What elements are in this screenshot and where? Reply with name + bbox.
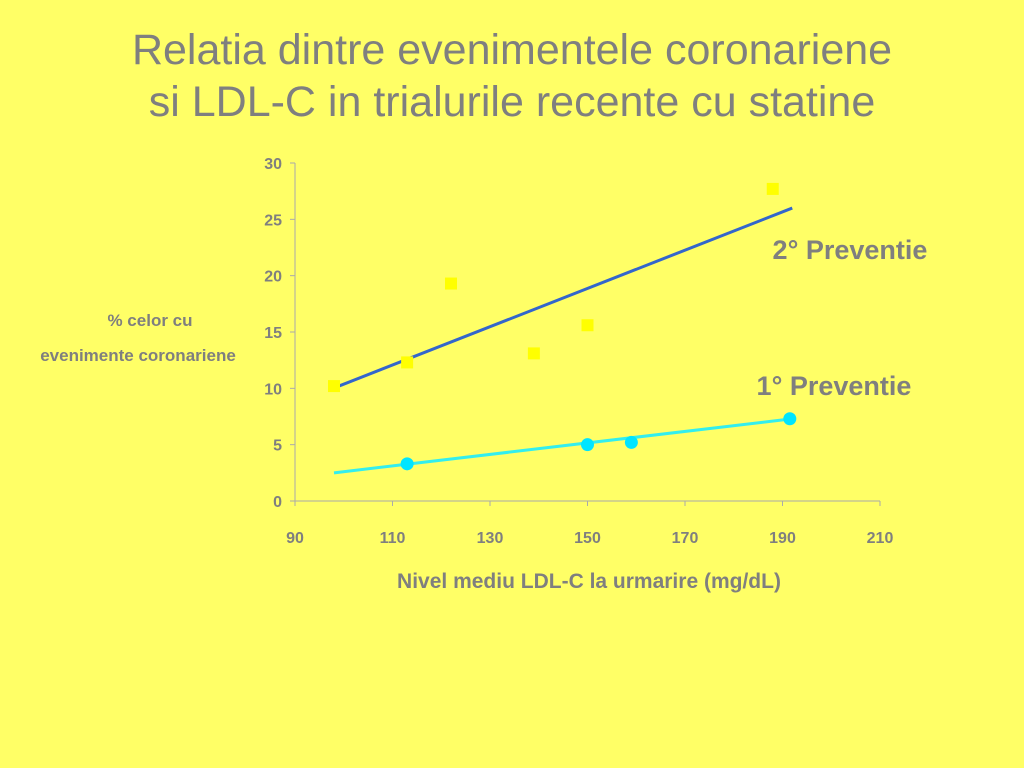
point-primary xyxy=(400,457,414,471)
x-tick-label: 170 xyxy=(672,530,699,547)
y-tick-label: 20 xyxy=(264,269,282,286)
x-tick-label: 210 xyxy=(867,530,894,547)
y-tick-label: 25 xyxy=(264,212,282,229)
point-secondary xyxy=(328,380,340,393)
slide-title: Relatia dintre evenimentele coronariene … xyxy=(0,24,1024,128)
y-tick-label: 5 xyxy=(273,438,282,455)
x-tick-label: 190 xyxy=(769,530,796,547)
title-line-2: si LDL-C in trialurile recente cu statin… xyxy=(148,78,876,126)
point-primary xyxy=(581,438,594,452)
point-secondary xyxy=(766,182,779,195)
title-line-1: Relatia dintre evenimentele coronariene xyxy=(131,26,893,74)
point-secondary xyxy=(401,356,414,369)
series-label-secondary: 2° Preventie xyxy=(773,235,928,265)
x-tick-label: 130 xyxy=(477,530,504,547)
x-tick-label: 90 xyxy=(286,530,304,547)
x-axis-label: Nivel mediu LDL-C la urmarire (mg/dL) xyxy=(397,570,781,593)
point-secondary xyxy=(527,347,540,360)
trendlines xyxy=(333,206,793,475)
point-secondary xyxy=(445,277,457,290)
point-primary xyxy=(624,435,638,449)
trendline-secondary xyxy=(338,206,793,388)
y-tick-label: 10 xyxy=(264,381,282,398)
series-label-primary: 1° Preventie xyxy=(757,371,912,401)
x-tick-label: 110 xyxy=(380,530,406,547)
y-axis-label-line-1: % celor cu xyxy=(107,311,192,330)
data-points xyxy=(328,182,797,471)
y-tick-label: 15 xyxy=(264,325,282,342)
y-tick-label: 0 xyxy=(273,494,282,511)
axes: 90 110 130 150 170 190 210 0 5 10 15 20 25 30 xyxy=(264,156,893,547)
x-tick-label: 150 xyxy=(574,530,601,547)
labels: % celor cu evenimente coronariene Nivel … xyxy=(40,235,927,593)
point-secondary xyxy=(581,319,594,332)
y-axis-label-line-2: evenimente coronariene xyxy=(40,346,236,365)
y-tick-label: 30 xyxy=(264,156,282,173)
point-primary xyxy=(783,412,797,426)
